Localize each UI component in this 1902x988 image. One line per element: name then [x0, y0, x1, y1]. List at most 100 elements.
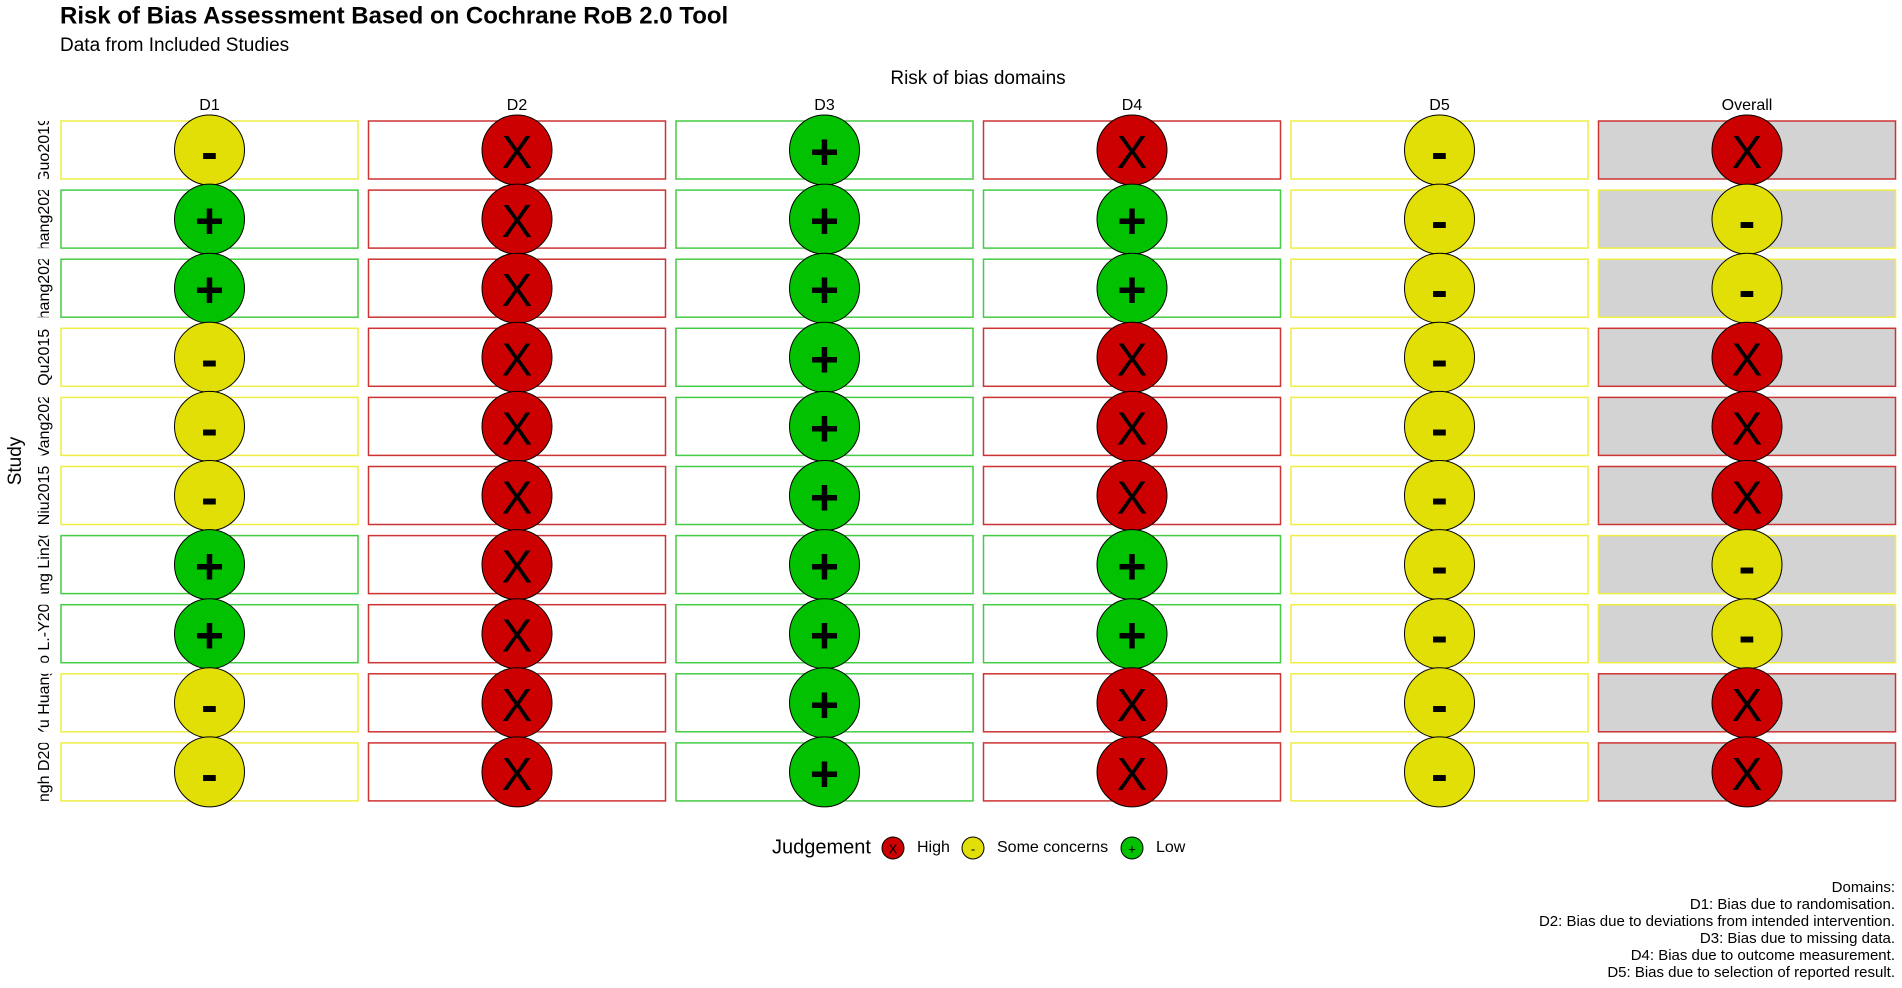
legend-label: Some concerns	[997, 839, 1108, 856]
judgement-symbol: X	[1732, 748, 1763, 800]
study-label-group: ang Lin20	[36, 529, 53, 599]
domain-label: D1	[199, 97, 220, 114]
judgement-symbol: +	[1117, 262, 1146, 318]
judgement-symbol: +	[810, 124, 839, 180]
judgement-symbol: +	[810, 677, 839, 733]
footnote-line: D1: Bias due to randomisation.	[1690, 896, 1895, 913]
judgement-symbol: -	[1431, 193, 1448, 249]
study-label: Vang202	[36, 395, 53, 458]
study-label: hang202	[36, 188, 53, 250]
judgement-symbol: -	[1739, 193, 1756, 249]
judgement-symbol: +	[810, 608, 839, 664]
judgement-symbol: -	[1431, 677, 1448, 733]
legend-swatch	[961, 836, 985, 860]
legend-label: High	[917, 839, 950, 856]
judgement-symbol: +	[810, 400, 839, 456]
judgement-symbol: X	[502, 541, 533, 593]
judgement-symbol: -	[1431, 470, 1448, 526]
legend-label: Low	[1156, 839, 1186, 856]
judgement-symbol: X	[502, 333, 533, 385]
legend-swatch	[1120, 836, 1144, 860]
judgement-symbol: X	[1732, 333, 1763, 385]
legend-symbol: X	[889, 842, 898, 857]
judgement-symbol: -	[1739, 608, 1756, 664]
legend-swatch	[881, 836, 905, 860]
judgement-symbol: -	[1431, 331, 1448, 387]
legend-symbol: +	[1128, 842, 1136, 857]
judgement-symbol: +	[195, 539, 224, 595]
judgement-symbol: X	[1117, 333, 1148, 385]
study-label: ngh D20	[36, 742, 53, 803]
judgement-symbol: -	[1431, 124, 1448, 180]
judgement-circle	[789, 736, 860, 808]
judgement-symbol: -	[1431, 400, 1448, 456]
judgement-circle	[1404, 736, 1475, 808]
judgement-symbol: -	[201, 124, 218, 180]
study-label-group: Qu2015	[36, 329, 53, 386]
judgement-symbol: +	[195, 193, 224, 249]
judgement-symbol: X	[502, 402, 533, 454]
footnote-line: D2: Bias due to deviations from intended…	[1539, 913, 1895, 930]
legend-symbol: -	[971, 842, 975, 857]
judgement-symbol: X	[1732, 679, 1763, 731]
judgement-symbol: X	[1117, 748, 1148, 800]
judgement-symbol: X	[502, 610, 533, 662]
judgement-symbol: +	[810, 539, 839, 595]
judgement-symbol: X	[1732, 472, 1763, 524]
judgement-circle	[481, 736, 553, 808]
study-label: Niu2015	[36, 466, 53, 526]
judgement-symbol: X	[502, 679, 533, 731]
judgement-symbol: +	[1117, 193, 1146, 249]
study-label: Qu2015	[36, 329, 53, 386]
study-label-group: Niu2015	[36, 466, 53, 526]
judgement-symbol: -	[1431, 608, 1448, 664]
chart-subtitle: Data from Included Studies	[60, 35, 289, 56]
judgement-symbol: +	[810, 193, 839, 249]
domain-label: D3	[814, 97, 835, 114]
judgement-symbol: +	[1117, 539, 1146, 595]
study-label: Guo2019	[36, 117, 53, 183]
judgement-symbol: +	[810, 746, 839, 802]
footnote-line: D4: Bias due to outcome measurement.	[1631, 947, 1895, 964]
judgement-symbol: X	[1732, 402, 1763, 454]
study-label-group: Yu Huang	[36, 674, 53, 732]
footnote-line: D3: Bias due to missing data.	[1700, 930, 1895, 947]
study-label-group: Vang202	[36, 395, 53, 458]
judgement-symbol: X	[502, 126, 533, 178]
y-axis-label: Study	[5, 436, 26, 485]
judgement-symbol: -	[201, 331, 218, 387]
study-label-group: Guo2019	[36, 117, 53, 183]
judgement-symbol: +	[810, 331, 839, 387]
footnote-line: Domains:	[1832, 879, 1895, 896]
judgement-circle	[1711, 736, 1783, 808]
judgement-symbol: X	[1732, 126, 1763, 178]
judgement-symbol: -	[1431, 262, 1448, 318]
domain-label: D4	[1122, 97, 1143, 114]
study-label-group: hang202	[36, 188, 53, 250]
domain-label: Overall	[1722, 97, 1773, 114]
judgement-symbol: X	[1117, 402, 1148, 454]
judgement-symbol: -	[201, 400, 218, 456]
judgement-symbol: -	[201, 470, 218, 526]
judgement-symbol: X	[502, 264, 533, 316]
footnote-line: D5: Bias due to selection of reported re…	[1607, 964, 1895, 981]
judgement-symbol: X	[1117, 126, 1148, 178]
judgement-symbol: -	[1431, 539, 1448, 595]
judgement-circle	[1096, 736, 1168, 808]
judgement-symbol: X	[502, 195, 533, 247]
study-label-group: ngh D20	[36, 742, 53, 803]
study-label-group: hang202	[36, 259, 53, 317]
judgement-symbol: X	[1117, 472, 1148, 524]
study-label: ang Lin20	[36, 529, 53, 599]
judgement-circle	[174, 736, 245, 808]
judgement-symbol: +	[810, 470, 839, 526]
study-label-group: o L.-Y20	[36, 605, 53, 663]
judgement-symbol: -	[1739, 262, 1756, 318]
domain-label: D2	[507, 97, 528, 114]
judgement-symbol: +	[1117, 608, 1146, 664]
judgement-symbol: -	[201, 677, 218, 733]
judgement-symbol: +	[810, 262, 839, 318]
judgement-symbol: -	[201, 746, 218, 802]
judgement-symbol: +	[195, 262, 224, 318]
